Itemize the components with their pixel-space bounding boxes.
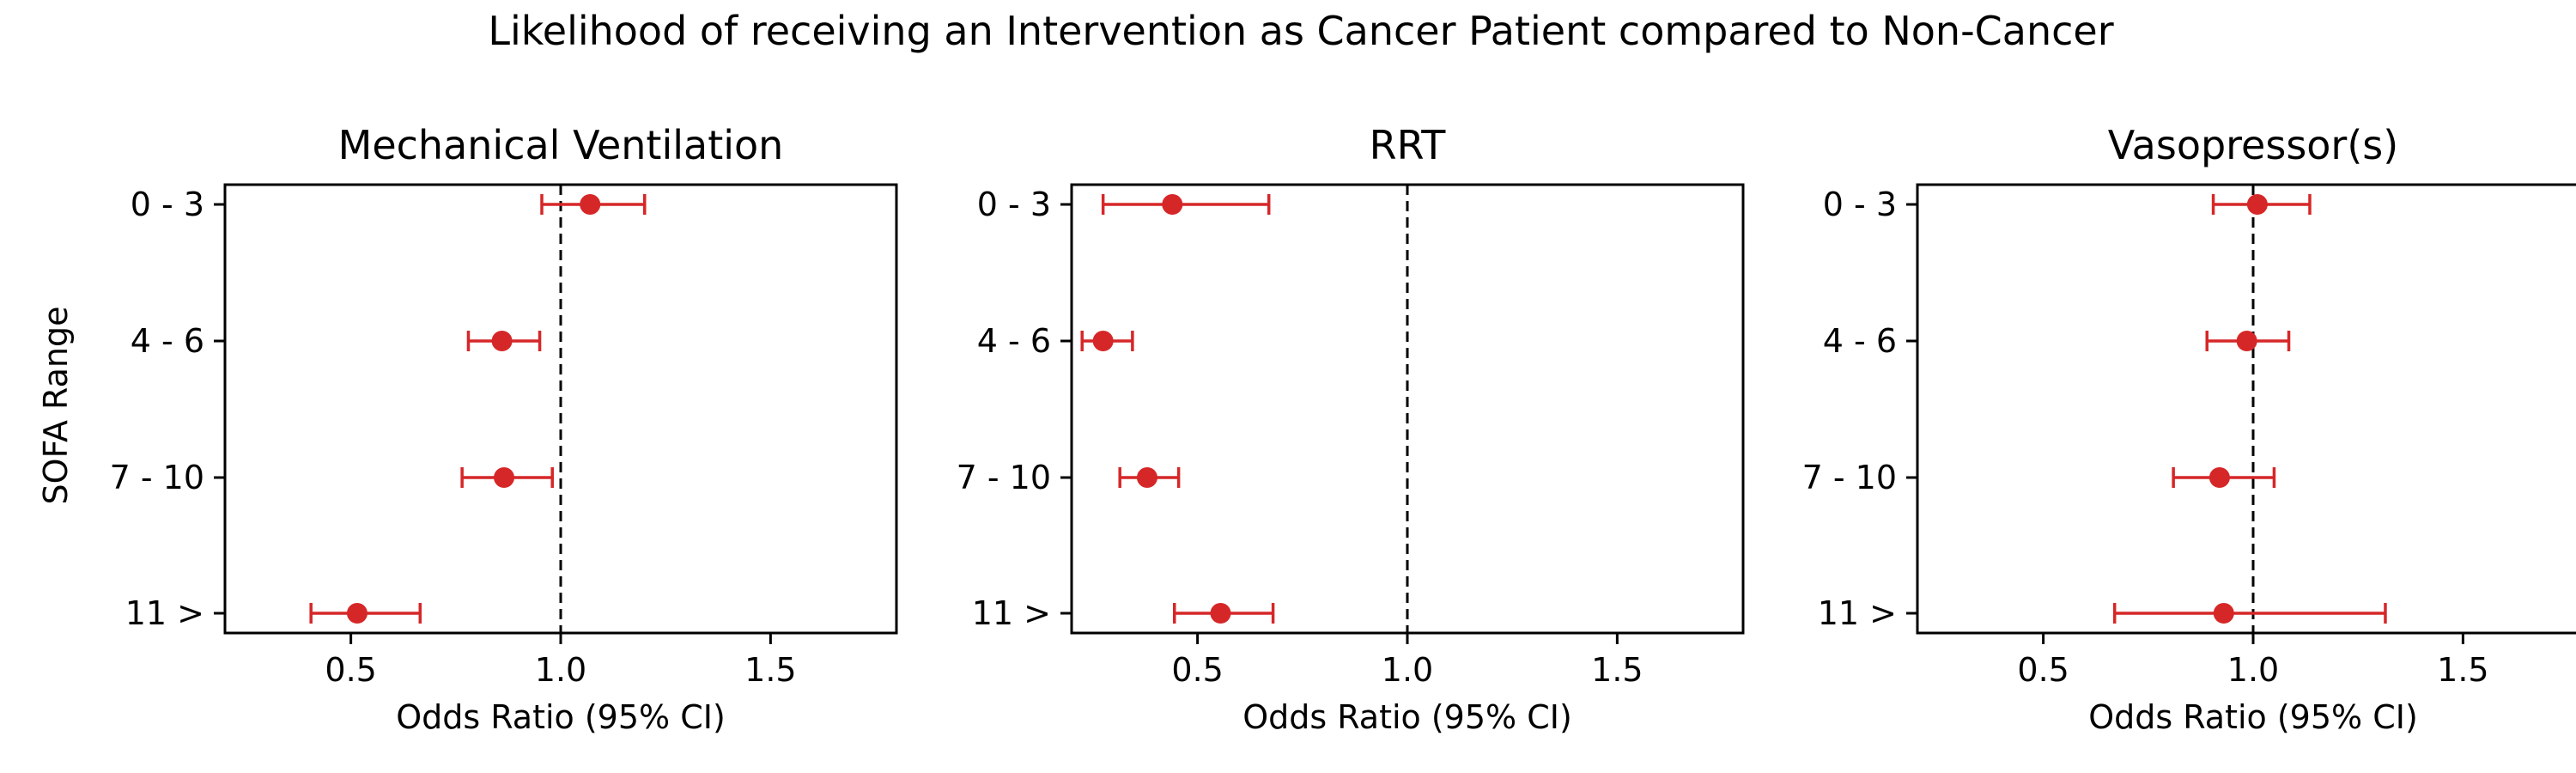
panel-title: RRT <box>1370 122 1447 168</box>
odds-ratio-point <box>491 331 513 351</box>
odds-ratio-point <box>2236 331 2257 351</box>
panel-title: Mechanical Ventilation <box>338 122 784 168</box>
y-tick-label: 0 - 3 <box>977 186 1051 223</box>
y-axis-label: SOFA Range <box>37 307 75 505</box>
panels-group: Mechanical Ventilation 0 - 3 4 - 6 7 - 10 11… <box>110 122 2576 736</box>
y-tick-label: 11 > <box>1818 594 1897 632</box>
odds-ratio-point <box>1136 467 1157 488</box>
y-tick-label: 4 - 6 <box>131 322 204 360</box>
x-tick-label: 1.5 <box>2437 651 2488 689</box>
x-tick-label: 0.5 <box>325 651 376 689</box>
x-tick-label: 1.0 <box>2227 651 2279 689</box>
y-tick-label: 4 - 6 <box>977 322 1051 360</box>
panel-3: Vasopressor(s) 0 - 3 4 - 6 7 - 10 11 > 0.5 1.0… <box>1802 122 2576 736</box>
odds-ratio-point <box>494 467 515 488</box>
y-tick-label: 0 - 3 <box>131 186 204 223</box>
x-tick-label: 1.0 <box>535 651 586 689</box>
y-tick-label: 0 - 3 <box>1823 186 1897 223</box>
y-tick-label: 7 - 10 <box>110 459 204 496</box>
figure-title: Likelihood of receiving an Intervention … <box>488 8 2113 54</box>
panel-2: RRT 0 - 3 4 - 6 7 - 10 11 > 0.5 1.0 1.5 Odds Rat… <box>957 122 1745 736</box>
x-tick-label: 1.5 <box>744 651 796 689</box>
odds-ratio-point <box>1092 331 1114 351</box>
odds-ratio-point <box>1162 194 1183 215</box>
odds-ratio-point <box>2213 603 2234 624</box>
odds-ratio-point <box>580 194 601 215</box>
odds-ratio-point <box>346 603 368 624</box>
x-axis-label: Odds Ratio (95% CI) <box>2088 698 2418 736</box>
y-tick-label: 11 > <box>972 594 1051 632</box>
y-tick-label: 7 - 10 <box>1802 459 1897 496</box>
x-axis-label: Odds Ratio (95% CI) <box>396 698 726 736</box>
odds-ratio-point <box>2208 467 2230 488</box>
x-tick-label: 0.5 <box>1171 651 1223 689</box>
x-tick-label: 1.0 <box>1382 651 1433 689</box>
panel-1: Mechanical Ventilation 0 - 3 4 - 6 7 - 10 11… <box>110 122 898 736</box>
x-axis-label: Odds Ratio (95% CI) <box>1242 698 1572 736</box>
panel-title: Vasopressor(s) <box>2108 122 2398 168</box>
x-tick-label: 0.5 <box>2017 651 2069 689</box>
y-tick-label: 4 - 6 <box>1823 322 1897 360</box>
y-tick-label: 7 - 10 <box>957 459 1051 496</box>
plot-frame <box>1916 183 2576 635</box>
y-tick-label: 11 > <box>125 594 204 632</box>
odds-ratio-point <box>1210 603 1231 624</box>
x-tick-label: 1.5 <box>1591 651 1643 689</box>
odds-ratio-point <box>2246 194 2268 215</box>
